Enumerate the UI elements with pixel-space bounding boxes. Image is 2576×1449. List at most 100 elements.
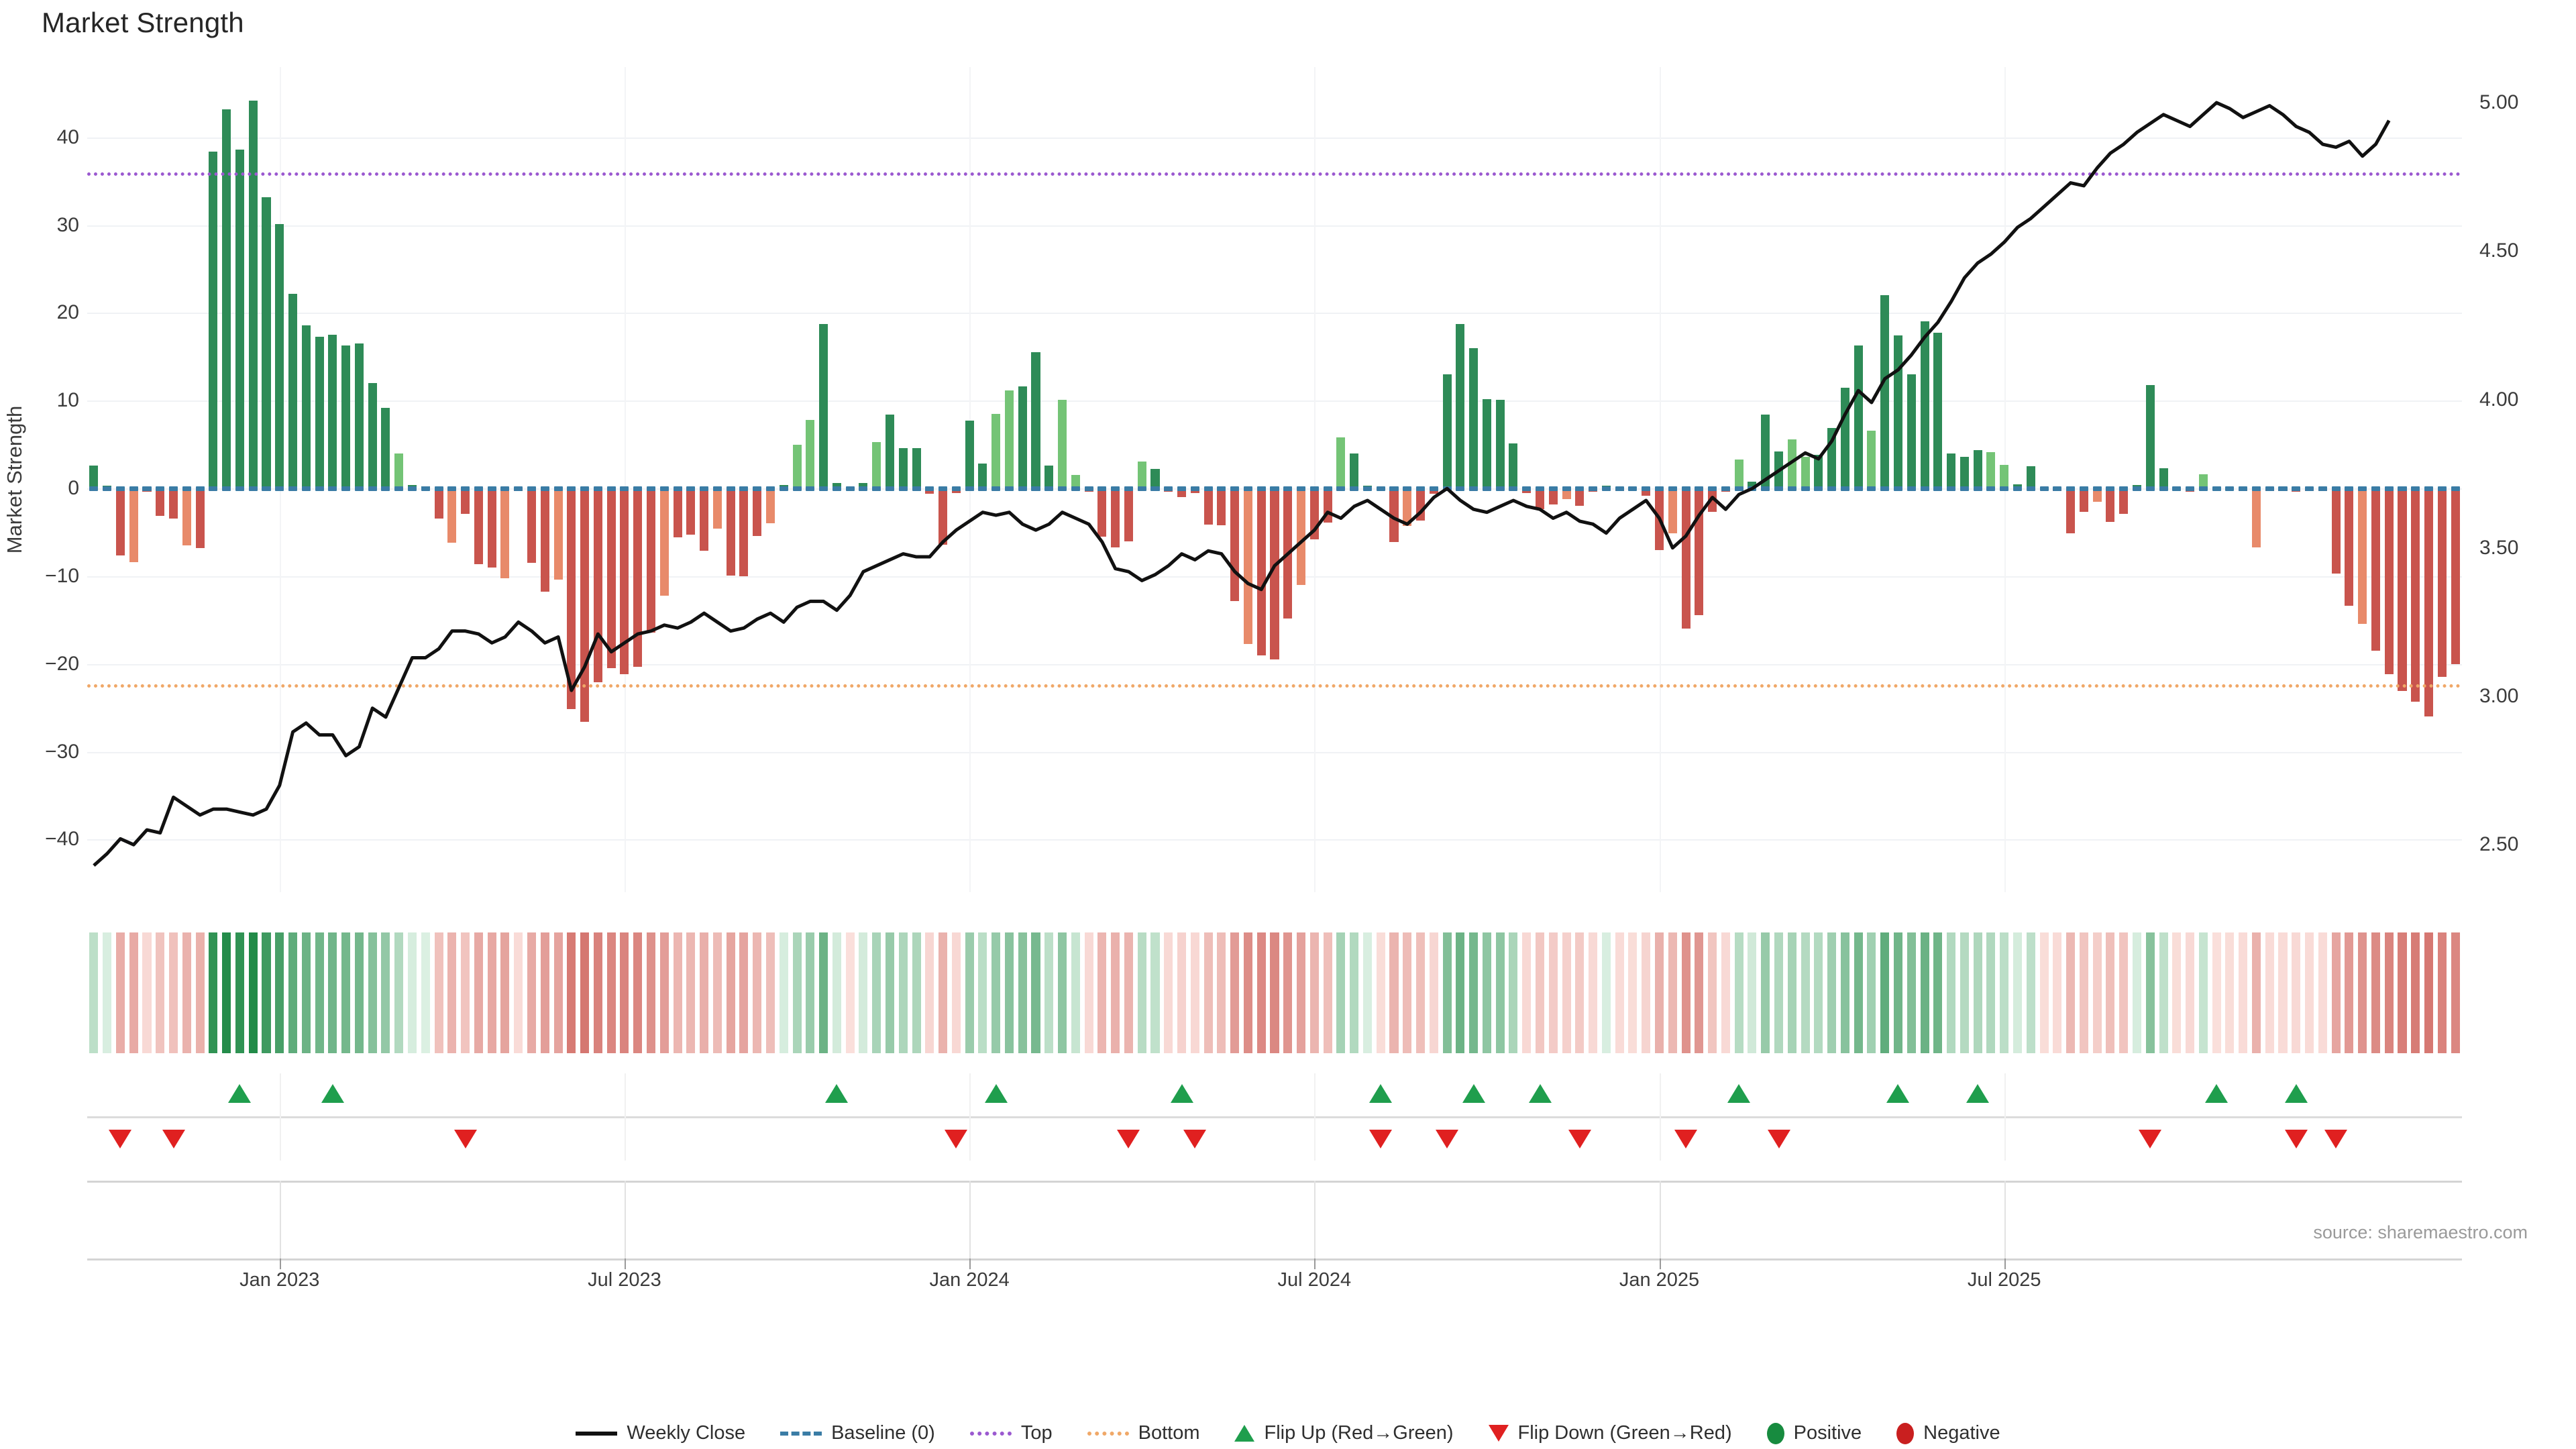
flip-down-icon bbox=[1117, 1130, 1140, 1148]
heatmap-cell bbox=[2039, 932, 2049, 1053]
baseline-segment bbox=[792, 486, 802, 492]
heatmap-cell bbox=[447, 932, 457, 1053]
legend-item[interactable]: Flip Down (Green→Red) bbox=[1488, 1422, 1732, 1444]
flip-markers-strip bbox=[87, 1073, 2462, 1161]
heatmap-cell bbox=[1827, 932, 1837, 1053]
heatmap-cell bbox=[819, 932, 828, 1053]
baseline-segment bbox=[1774, 486, 1784, 492]
heatmap-cell bbox=[1111, 932, 1120, 1053]
legend-item[interactable]: Negative bbox=[1896, 1422, 2000, 1444]
heatmap-cell bbox=[1243, 932, 1252, 1053]
heatmap-cell bbox=[1309, 932, 1319, 1053]
heatmap-cell bbox=[1256, 932, 1266, 1053]
baseline-segment bbox=[1615, 486, 1624, 492]
baseline-segment bbox=[819, 486, 828, 492]
heatmap-cell bbox=[1947, 932, 1956, 1053]
legend-item[interactable]: Baseline (0) bbox=[780, 1422, 935, 1444]
baseline-segment bbox=[2331, 486, 2341, 492]
flip-down-icon bbox=[1369, 1130, 1393, 1148]
legend-item[interactable]: Flip Up (Red→Green) bbox=[1234, 1422, 1454, 1444]
baseline-segment bbox=[354, 486, 364, 492]
heatmap-cell bbox=[1124, 932, 1133, 1053]
legend-item[interactable]: Weekly Close bbox=[576, 1422, 745, 1444]
heatmap-cell bbox=[115, 932, 125, 1053]
baseline-segment bbox=[2039, 486, 2049, 492]
baseline-segment bbox=[235, 486, 244, 492]
strength-bar bbox=[527, 488, 537, 564]
flip-up-icon bbox=[1727, 1084, 1751, 1103]
source-attribution: source: sharemaestro.com bbox=[2313, 1222, 2528, 1242]
strength-bar bbox=[1111, 488, 1120, 547]
baseline-segment bbox=[1668, 486, 1677, 492]
baseline-segment bbox=[991, 486, 1001, 492]
legend-label: Flip Up (Red→Green) bbox=[1264, 1422, 1454, 1444]
strength-bar bbox=[447, 488, 457, 543]
strength-bar bbox=[195, 488, 205, 549]
heatmap-cell bbox=[2251, 932, 2261, 1053]
heatmap-cell bbox=[195, 932, 205, 1053]
baseline-segment bbox=[315, 486, 324, 492]
legend-label: Flip Down (Green→Red) bbox=[1517, 1422, 1732, 1444]
flip-down-icon bbox=[1436, 1130, 1459, 1148]
baseline-segment bbox=[89, 486, 99, 492]
heatmap-cell bbox=[779, 932, 788, 1053]
strength-bar bbox=[753, 488, 762, 536]
heatmap-cell bbox=[2265, 932, 2274, 1053]
baseline-segment bbox=[1416, 486, 1426, 492]
strength-bar bbox=[2345, 488, 2354, 606]
heatmap-cell bbox=[1695, 932, 1704, 1053]
heatmap-cell bbox=[368, 932, 377, 1053]
heatmap-cell bbox=[222, 932, 231, 1053]
baseline-segment bbox=[394, 486, 404, 492]
legend-item[interactable]: Positive bbox=[1766, 1422, 1862, 1444]
baseline-segment bbox=[2145, 486, 2155, 492]
baseline-segment bbox=[2239, 486, 2248, 492]
x-tick-mark bbox=[2004, 1258, 2006, 1269]
strength-bar bbox=[315, 336, 324, 489]
heatmap-cell bbox=[1642, 932, 1651, 1053]
h-gridline bbox=[87, 751, 2462, 753]
strength-bar bbox=[2437, 488, 2447, 678]
heatmap-cell bbox=[765, 932, 775, 1053]
baseline-segment bbox=[633, 486, 643, 492]
heatmap-cell bbox=[2066, 932, 2076, 1053]
strength-bar bbox=[1867, 430, 1876, 489]
x-tick-line bbox=[969, 1181, 971, 1261]
flip-v-gridline bbox=[1659, 1073, 1661, 1161]
baseline-segment bbox=[2000, 486, 2009, 492]
baseline-segment bbox=[2384, 486, 2394, 492]
baseline-segment bbox=[2424, 486, 2434, 492]
baseline-segment bbox=[2225, 486, 2235, 492]
baseline-segment bbox=[1642, 486, 1651, 492]
top-reference-line bbox=[87, 172, 2462, 176]
baseline-segment bbox=[1562, 486, 1571, 492]
flip-down-icon bbox=[162, 1130, 185, 1148]
baseline-segment bbox=[1589, 486, 1598, 492]
baseline-segment bbox=[1827, 486, 1837, 492]
strength-bar bbox=[726, 488, 735, 576]
legend-item[interactable]: Bottom bbox=[1087, 1422, 1199, 1444]
baseline-segment bbox=[514, 486, 523, 492]
flip-v-gridline bbox=[969, 1073, 971, 1161]
heatmap-cell bbox=[1509, 932, 1518, 1053]
strength-bar bbox=[1960, 456, 1969, 489]
strength-bar bbox=[115, 488, 125, 555]
baseline-segment bbox=[1973, 486, 1982, 492]
strength-bar bbox=[2119, 488, 2129, 515]
baseline-segment bbox=[195, 486, 205, 492]
heatmap-cell bbox=[209, 932, 218, 1053]
strength-bar bbox=[2145, 384, 2155, 489]
strength-bar bbox=[540, 488, 549, 592]
right-axis-tick: 4.00 bbox=[2479, 388, 2519, 411]
flip-up-icon bbox=[321, 1084, 344, 1103]
strength-bar bbox=[301, 325, 311, 489]
strength-bar bbox=[1814, 455, 1823, 489]
legend-item[interactable]: Top bbox=[969, 1422, 1053, 1444]
right-axis-tick: 3.50 bbox=[2479, 536, 2519, 559]
strength-heatmap-strip bbox=[87, 932, 2462, 1053]
baseline-segment bbox=[1323, 486, 1332, 492]
v-gridline bbox=[1314, 67, 1316, 892]
baseline-segment bbox=[2345, 486, 2354, 492]
axis-band-top-line bbox=[87, 1181, 2462, 1183]
heatmap-cell bbox=[2092, 932, 2102, 1053]
